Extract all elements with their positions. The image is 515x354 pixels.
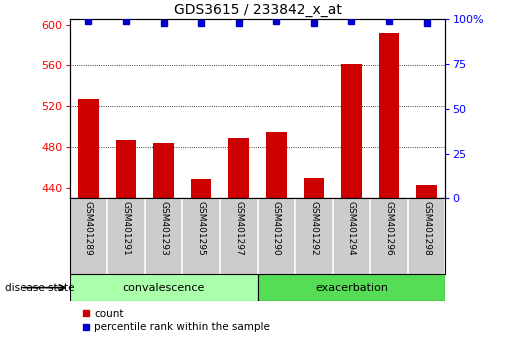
- Bar: [153, 143, 174, 198]
- Text: GSM401293: GSM401293: [159, 201, 168, 256]
- Text: convalescence: convalescence: [123, 282, 204, 293]
- Text: GSM401290: GSM401290: [272, 201, 281, 256]
- Bar: [70, 274, 258, 301]
- Text: GSM401292: GSM401292: [310, 201, 318, 256]
- Bar: [266, 132, 287, 198]
- Bar: [341, 64, 362, 198]
- Bar: [303, 178, 324, 198]
- Text: GSM401295: GSM401295: [197, 201, 205, 256]
- Title: GDS3615 / 233842_x_at: GDS3615 / 233842_x_at: [174, 3, 341, 17]
- Bar: [115, 140, 136, 198]
- Bar: [228, 138, 249, 198]
- Text: GSM401294: GSM401294: [347, 201, 356, 256]
- Text: GSM401289: GSM401289: [84, 201, 93, 256]
- Text: GSM401296: GSM401296: [385, 201, 393, 256]
- Text: GSM401297: GSM401297: [234, 201, 243, 256]
- Bar: [78, 99, 99, 198]
- Text: exacerbation: exacerbation: [315, 282, 388, 293]
- Bar: [416, 185, 437, 198]
- Bar: [379, 33, 400, 198]
- Bar: [191, 179, 212, 198]
- Text: disease state: disease state: [5, 282, 75, 293]
- Bar: [258, 274, 445, 301]
- Legend: count, percentile rank within the sample: count, percentile rank within the sample: [77, 305, 274, 336]
- Text: GSM401291: GSM401291: [122, 201, 130, 256]
- Text: GSM401298: GSM401298: [422, 201, 431, 256]
